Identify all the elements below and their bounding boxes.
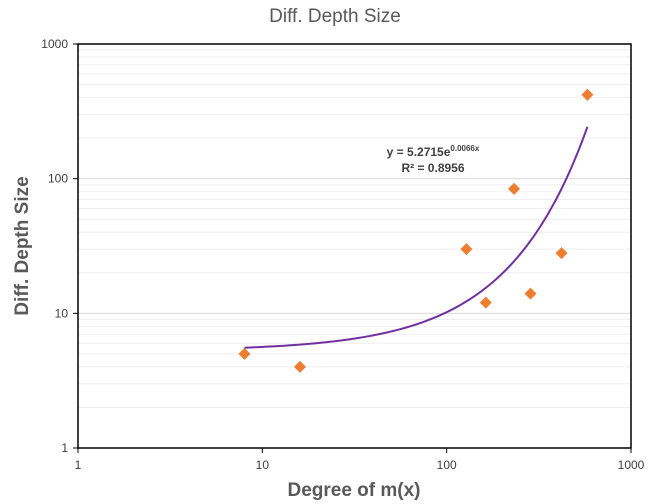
y-tick-label: 1000	[41, 37, 68, 51]
data-point	[293, 360, 306, 373]
y-tick-label: 1	[61, 441, 68, 455]
x-tick-label: 100	[437, 458, 457, 472]
trendline	[244, 126, 589, 349]
data-point	[581, 88, 594, 101]
r-squared-label: R² = 0.8956	[401, 161, 464, 175]
y-axis-label: Diff. Depth Size	[12, 176, 33, 315]
tick-labels: 1 10 100 1000 1 10 100 1000	[41, 37, 644, 472]
data-point	[479, 296, 492, 309]
data-point	[524, 287, 537, 300]
trend-equation: y = 5.2715e0.0066x	[387, 144, 480, 159]
x-tick-label: 1000	[618, 458, 645, 472]
data-point	[555, 247, 568, 260]
x-tick-label: 10	[256, 458, 270, 472]
x-tick-label: 1	[75, 458, 82, 472]
data-point	[238, 347, 251, 360]
x-axis-label: Degree of m(x)	[287, 480, 420, 501]
data-point	[508, 182, 521, 195]
gridlines	[78, 49, 631, 408]
data-point	[460, 243, 473, 256]
y-tick-label: 10	[55, 306, 69, 320]
chart-title: Diff. Depth Size	[269, 6, 401, 27]
y-tick-label: 100	[48, 172, 68, 186]
plot-border	[77, 43, 632, 449]
data-points	[238, 88, 594, 373]
